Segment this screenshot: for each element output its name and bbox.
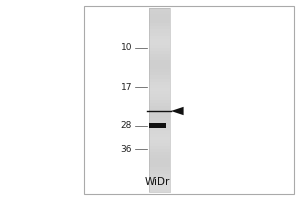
Bar (148, 47, 170, 51)
Bar (148, 146, 170, 149)
Bar (148, 155, 170, 158)
Bar (148, 103, 170, 106)
Bar (148, 185, 170, 189)
Bar (148, 44, 170, 48)
Bar (148, 41, 170, 45)
Bar (148, 158, 170, 161)
Bar (148, 136, 170, 140)
Bar (148, 173, 170, 177)
Text: 17: 17 (121, 83, 132, 92)
Bar (148, 87, 170, 91)
Bar (148, 127, 170, 131)
Bar (148, 109, 170, 112)
Bar (148, 60, 170, 63)
Bar (148, 90, 170, 94)
Bar (148, 23, 170, 26)
Bar (148, 51, 170, 54)
Bar (148, 29, 170, 33)
Bar (148, 93, 170, 97)
FancyBboxPatch shape (84, 6, 294, 194)
Bar (148, 152, 170, 155)
Bar (148, 124, 170, 128)
Text: 10: 10 (121, 44, 132, 52)
Bar (148, 72, 170, 75)
Bar (148, 57, 170, 60)
Bar (148, 164, 170, 167)
Bar (148, 11, 170, 14)
Bar (148, 161, 170, 164)
Text: 36: 36 (121, 144, 132, 154)
Bar (148, 182, 170, 186)
Text: 28: 28 (121, 121, 132, 130)
Bar (148, 38, 170, 42)
Text: WiDr: WiDr (145, 177, 170, 187)
Bar (148, 75, 170, 79)
Bar (148, 78, 170, 82)
Polygon shape (171, 107, 184, 115)
Bar (148, 14, 170, 17)
Bar (148, 179, 170, 183)
Bar (148, 97, 170, 100)
Bar (148, 26, 170, 29)
Bar (148, 100, 170, 103)
Bar (148, 122, 166, 128)
Bar (148, 63, 170, 66)
Bar (148, 69, 170, 72)
Bar (148, 133, 170, 137)
Bar (148, 112, 170, 115)
Bar (148, 139, 170, 143)
Bar (148, 54, 170, 57)
Bar (148, 20, 170, 23)
Bar (148, 35, 170, 39)
Bar (148, 189, 170, 192)
Bar (148, 130, 170, 134)
Bar (148, 176, 170, 180)
Bar (148, 170, 170, 174)
Bar (148, 8, 170, 11)
Bar (148, 106, 170, 109)
Bar (148, 118, 170, 121)
Bar (148, 81, 170, 85)
Bar (148, 32, 170, 36)
Bar (148, 167, 170, 171)
Bar (148, 17, 170, 20)
Bar (148, 149, 170, 152)
Bar (148, 143, 170, 146)
Bar (148, 66, 170, 69)
Bar (148, 84, 170, 88)
Bar (148, 115, 170, 118)
Bar (148, 8, 170, 192)
Bar (148, 121, 170, 125)
